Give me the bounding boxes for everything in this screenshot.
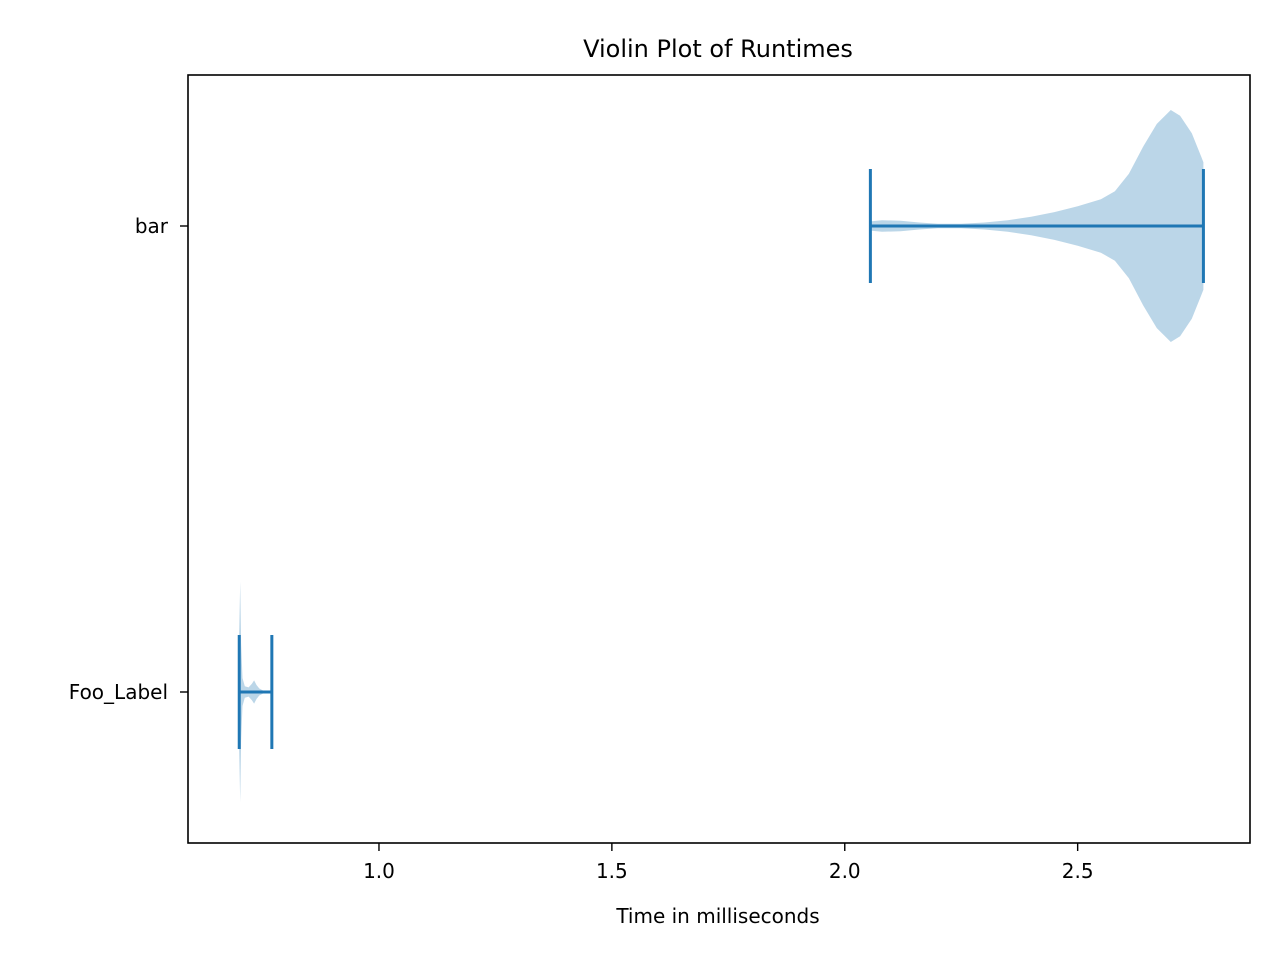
y-axis: Foo_Label bar (69, 214, 188, 704)
chart-title: Violin Plot of Runtimes (583, 35, 853, 63)
plot-frame (187, 74, 1251, 844)
x-tick-label: 2.5 (1062, 859, 1094, 883)
x-tick-label: 2.0 (829, 859, 861, 883)
x-axis: 1.0 1.5 2.0 2.5 (363, 843, 1094, 883)
x-tick-label: 1.5 (596, 859, 628, 883)
violin-foo-label (237, 581, 274, 803)
x-axis-label: Time in milliseconds (615, 904, 819, 928)
y-tick-label: bar (135, 214, 169, 238)
violin-bar (868, 110, 1205, 342)
y-tick-label: Foo_Label (69, 680, 168, 704)
x-tick-label: 1.0 (363, 859, 395, 883)
violins-layer (237, 110, 1205, 803)
